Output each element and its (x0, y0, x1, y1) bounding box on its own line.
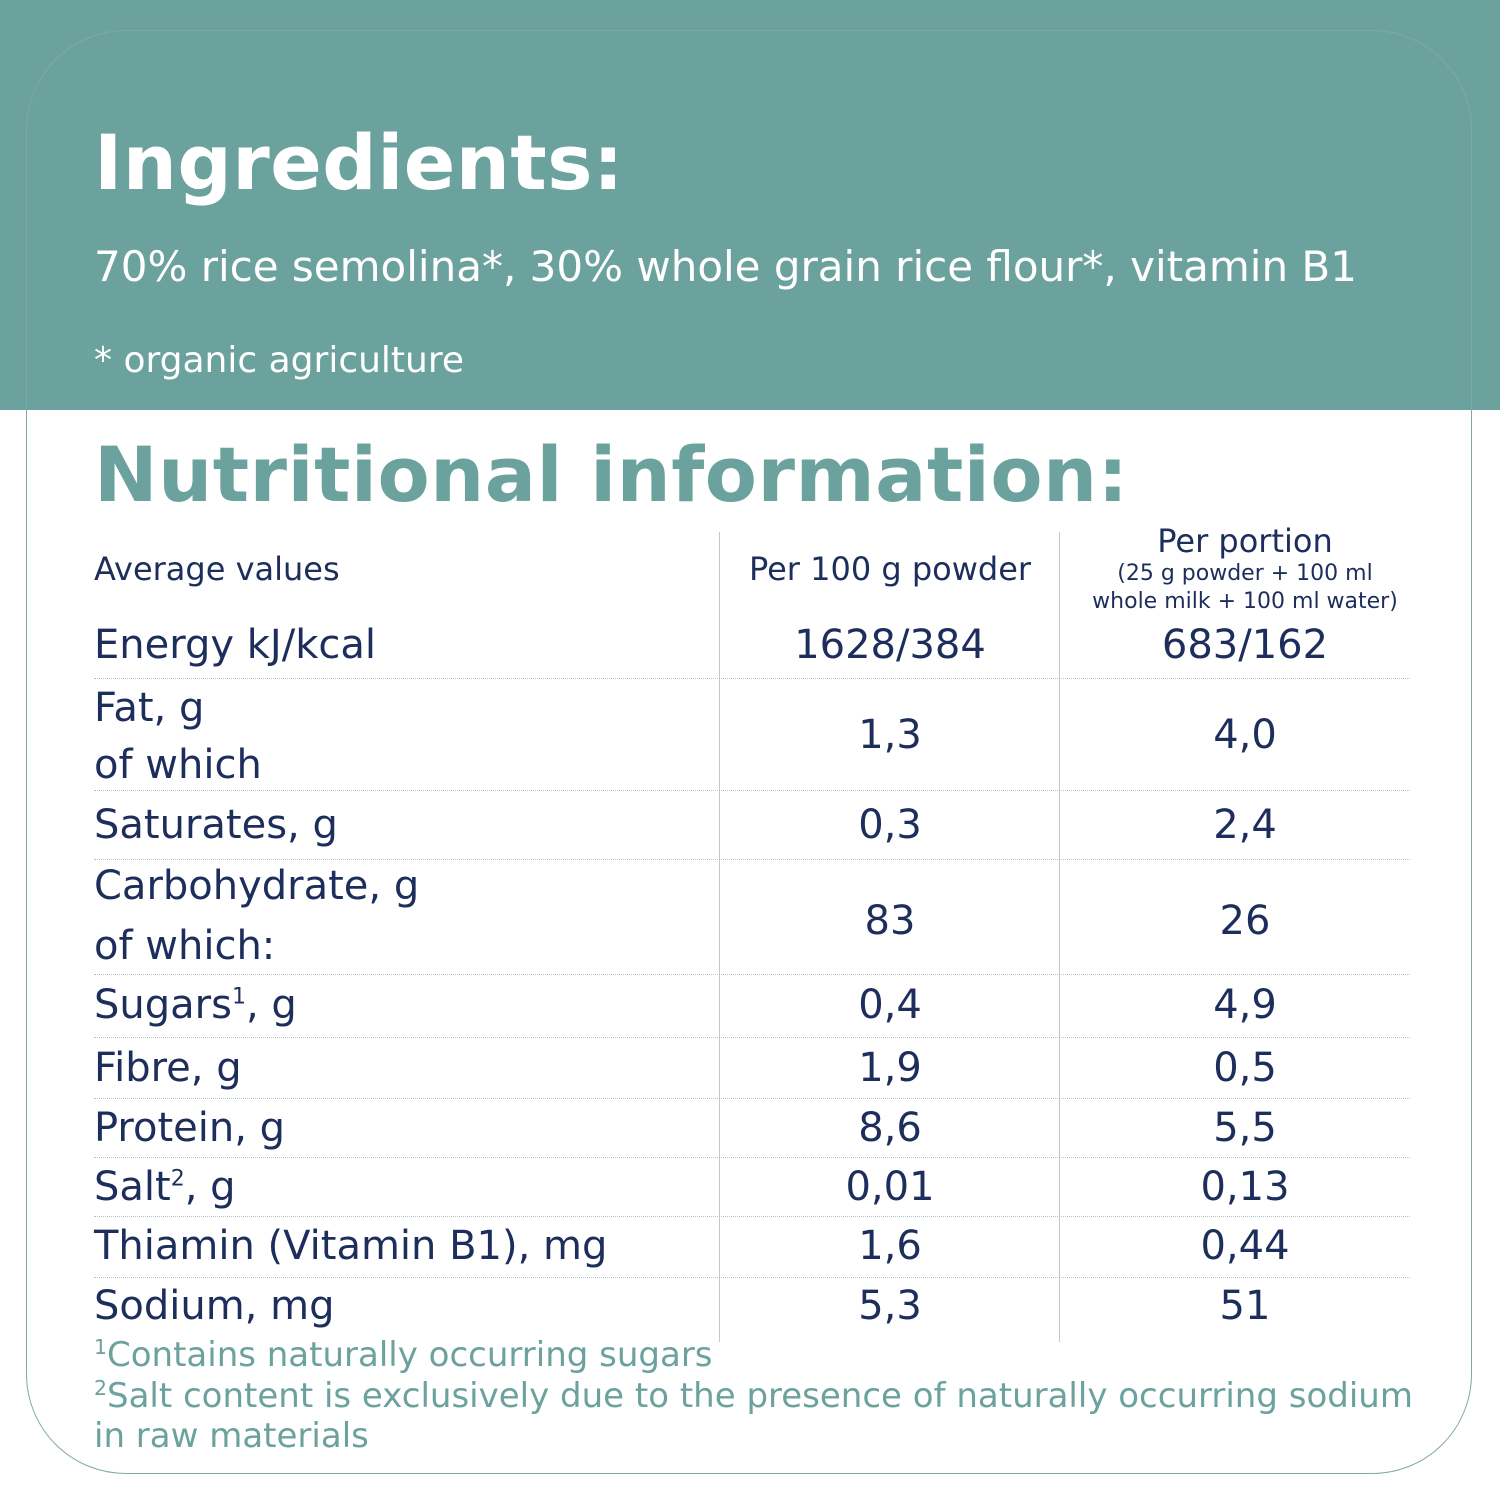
row-divider (94, 1157, 1410, 1158)
row-label-salt: Salt2, g (94, 1167, 236, 1207)
row-value-per-portion: 0,5 (1213, 1045, 1277, 1091)
row-label-carbohydrate-sub: of which: (94, 923, 276, 969)
card-outline (26, 30, 1472, 1474)
row-label-sugars: Sugars1, g (94, 985, 297, 1025)
row-divider (94, 974, 1410, 975)
column-divider-2 (1059, 532, 1060, 1342)
sugars-footnote-mark: 1 (231, 984, 246, 1010)
row-label-fat-sub: of which (94, 742, 262, 788)
footnote-1: 1Contains naturally occurring sugars (94, 1337, 713, 1372)
row-label-carbohydrate: Carbohydrate, g (94, 863, 420, 909)
row-divider (94, 1277, 1410, 1278)
header-average-values: Average values (94, 550, 340, 588)
row-divider (94, 678, 1410, 679)
row-divider (94, 790, 1410, 791)
row-value-per-portion: 51 (1219, 1283, 1271, 1329)
row-label-saturates: Saturates, g (94, 802, 338, 848)
row-value-per-portion: 2,4 (1213, 802, 1277, 848)
salt-label-text: Salt (94, 1164, 171, 1210)
row-divider (94, 1037, 1410, 1038)
row-value-per100g: 1,3 (858, 712, 922, 758)
row-value-per100g: 1,6 (858, 1223, 922, 1269)
footnote-1-mark: 1 (94, 1335, 107, 1359)
row-value-per-portion: 4,0 (1213, 712, 1277, 758)
row-value-per-portion: 0,44 (1200, 1223, 1290, 1269)
row-divider (94, 859, 1410, 860)
ingredients-note: * organic agriculture (94, 340, 465, 381)
row-label-fat: Fat, g (94, 685, 205, 731)
salt-label-suffix: , g (184, 1164, 236, 1210)
row-label-sodium: Sodium, mg (94, 1283, 335, 1329)
row-label-fibre: Fibre, g (94, 1045, 242, 1091)
sugars-label-text: Sugars (94, 982, 232, 1028)
row-value-per100g: 0,4 (858, 982, 922, 1028)
row-label-thiamin: Thiamin (Vitamin B1), mg (94, 1223, 608, 1269)
row-value-per100g: 8,6 (858, 1105, 922, 1151)
sugars-label-suffix: , g (245, 982, 297, 1028)
row-value-per-portion: 5,5 (1213, 1105, 1277, 1151)
footnote-2-text: Salt content is exclusively due to the p… (106, 1376, 1413, 1417)
row-value-per-portion: 26 (1219, 898, 1271, 944)
row-label-protein: Protein, g (94, 1105, 286, 1151)
row-value-per100g: 1,9 (858, 1045, 922, 1091)
row-divider (94, 1098, 1410, 1099)
footnote-2-continuation: in raw materials (94, 1416, 369, 1456)
row-value-per100g: 5,3 (858, 1283, 922, 1329)
row-value-per-portion: 4,9 (1213, 982, 1277, 1028)
row-value-per100g: 83 (864, 898, 916, 944)
header-per-portion: Per portion (1157, 522, 1333, 560)
header-per-portion-sub-1: (25 g powder + 100 ml (1117, 561, 1373, 586)
column-divider-1 (719, 532, 720, 1342)
ingredients-title: Ingredients: (94, 118, 624, 207)
footnote-2: 2Salt content is exclusively due to the … (94, 1378, 1413, 1413)
nutrition-title: Nutritional information: (94, 430, 1129, 519)
row-divider (94, 1216, 1410, 1217)
ingredients-text: 70% rice semolina*, 30% whole grain rice… (94, 242, 1357, 291)
row-value-per100g: 0,01 (845, 1164, 935, 1210)
row-label-energy: Energy kJ/kcal (94, 622, 376, 668)
footnote-1-text: Contains naturally occurring sugars (106, 1335, 713, 1376)
row-value-per100g: 1628/384 (794, 622, 986, 668)
header-per-100g: Per 100 g powder (748, 550, 1032, 588)
footnote-2-mark: 2 (94, 1376, 107, 1400)
header-per-portion-sub-2: whole milk + 100 ml water) (1092, 589, 1398, 614)
row-value-per100g: 0,3 (858, 802, 922, 848)
row-value-per-portion: 683/162 (1161, 622, 1329, 668)
ingredients-band (0, 0, 1500, 410)
row-value-per-portion: 0,13 (1200, 1164, 1290, 1210)
salt-footnote-mark: 2 (170, 1166, 185, 1192)
